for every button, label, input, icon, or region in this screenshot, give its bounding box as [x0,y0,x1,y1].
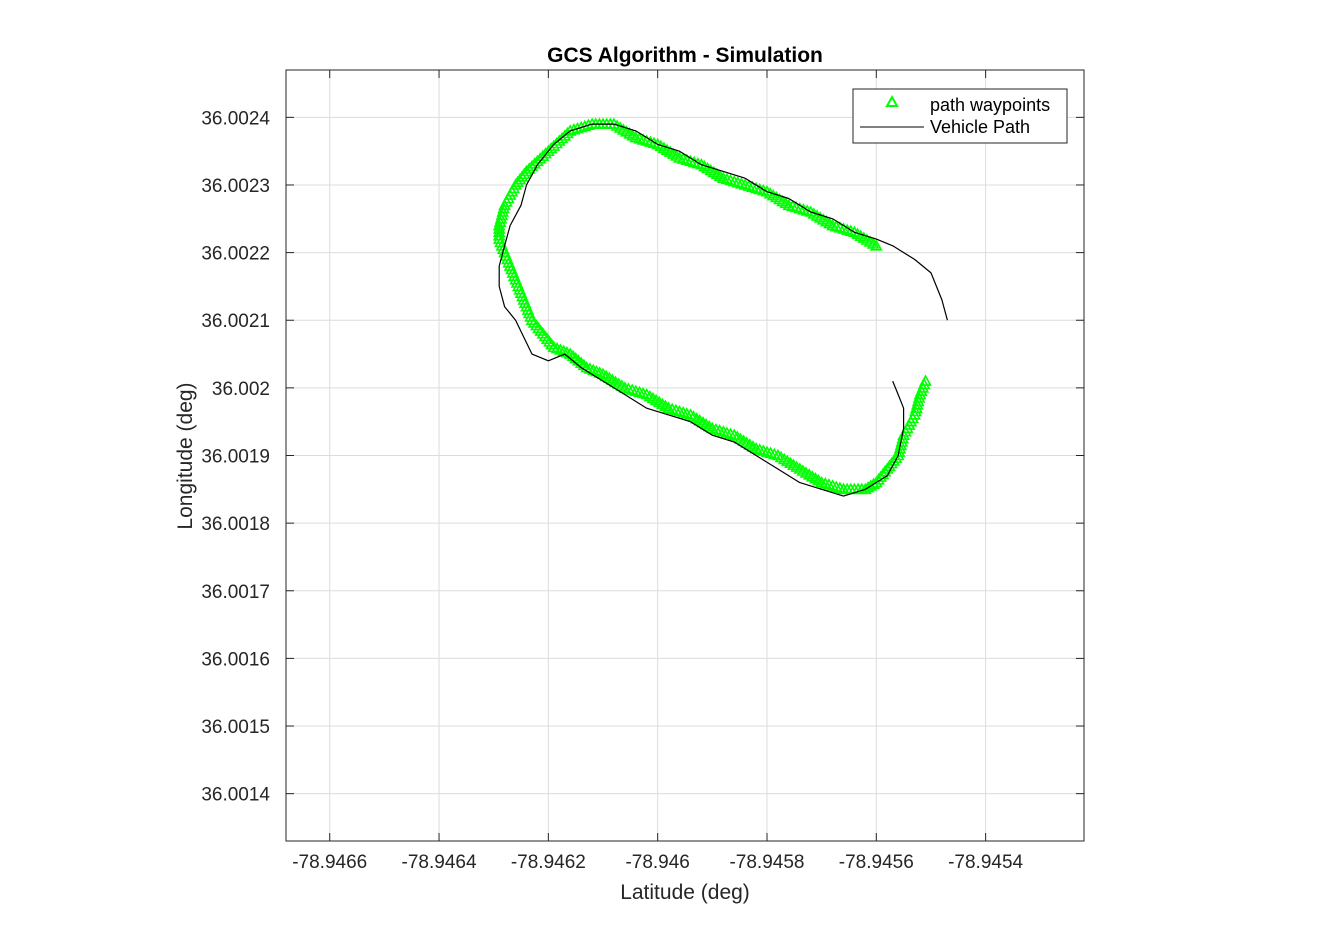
waypoint-marker [636,133,650,145]
waypoint-marker [800,204,814,216]
y-tick-label: 36.002 [212,379,270,400]
waypoint-marker [731,176,745,188]
x-axis-label: Latitude (deg) [620,881,750,904]
waypoint-marker [910,401,923,413]
y-tick-label: 36.0017 [201,582,270,603]
waypoint-marker [593,366,607,378]
y-tick-label: 36.0024 [201,108,270,129]
waypoint-marker [892,445,906,457]
waypoint-marker [590,364,603,377]
waypoint-marker [756,183,770,196]
waypoint-marker [695,158,708,170]
waypoint-marker [837,222,850,234]
y-tick-label: 36.0019 [201,447,270,468]
waypoint-marker [864,479,878,491]
legend-box [852,88,1068,144]
y-tick-label: 36.0014 [201,785,270,806]
waypoint-marker [746,180,759,192]
waypoint-marker [804,205,818,217]
legend: path waypoints Vehicle Path [852,88,1068,144]
waypoint-marker [492,225,506,238]
x-tick-label: -78.9464 [402,852,477,873]
waypoint-marker [912,391,926,403]
grid-layer [286,70,1084,841]
waypoint-marker [724,173,737,186]
series-layer [492,117,948,497]
legend-waypoint-marker [885,94,899,107]
y-tick-label: 36.0016 [201,649,270,670]
waypoint-marker [848,225,861,238]
waypoint-marker [909,404,922,417]
legend-label-waypoints: path waypoints [930,95,1050,115]
y-tick-label: 36.0021 [201,311,270,332]
legend-label-vehicle-path: Vehicle Path [930,117,1030,137]
waypoint-marker [742,179,756,191]
waypoint-marker [727,174,741,187]
waypoint-marker [919,374,932,386]
y-tick-label: 36.0023 [201,176,270,197]
waypoint-marker [893,442,907,454]
waypoint-marker [910,398,924,410]
x-tick-label: -78.9466 [292,852,367,873]
waypoint-marker [640,134,654,146]
y-tick-label: 36.0018 [201,514,270,535]
waypoint-marker [833,221,847,233]
waypoint-marker [894,438,908,451]
x-tick-label: -78.9454 [948,852,1023,873]
waypoint-marker [844,224,858,236]
y-tick-label: 36.0015 [201,717,270,738]
waypoint-marker [749,181,763,194]
waypoint-marker [550,341,564,354]
x-tick-label: -78.9456 [839,852,914,873]
waypoint-marker [691,156,705,169]
waypoint-marker [793,201,807,214]
waypoint-marker [651,137,665,150]
waypoint-marker [647,136,661,149]
axes-layer [285,69,1085,842]
waypoint-marker [547,340,561,353]
waypoint-marker [789,200,803,213]
waypoint-marker [891,448,905,461]
chart-title: GCS Algorithm - Simulation [547,44,823,67]
waypoint-marker [911,394,925,407]
waypoint-marker [735,177,748,189]
waypoint-marker [684,154,697,167]
y-axis-label: Longitude (deg) [174,382,197,529]
waypoint-marker [738,178,752,190]
tick-label-layer: -78.9466 -78.9464 -78.9462 -78.946 -78.9458 -… [201,108,1023,873]
vehicle-path-line [498,123,948,497]
waypoint-marker [896,431,910,444]
x-tick-label: -78.946 [625,852,689,873]
waypoint-marker [680,153,694,165]
waypoint-marker [554,343,567,355]
x-tick-label: -78.9462 [511,852,586,873]
waypoint-marker [586,363,600,376]
x-tick-label: -78.9458 [729,852,804,873]
waypoint-marker [908,408,921,420]
waypoint-marker [895,435,909,447]
waypoint-marker [557,344,571,357]
waypoint-marker [760,185,774,197]
waypoint-marker [560,346,574,358]
y-tick-label: 36.0022 [201,244,270,265]
